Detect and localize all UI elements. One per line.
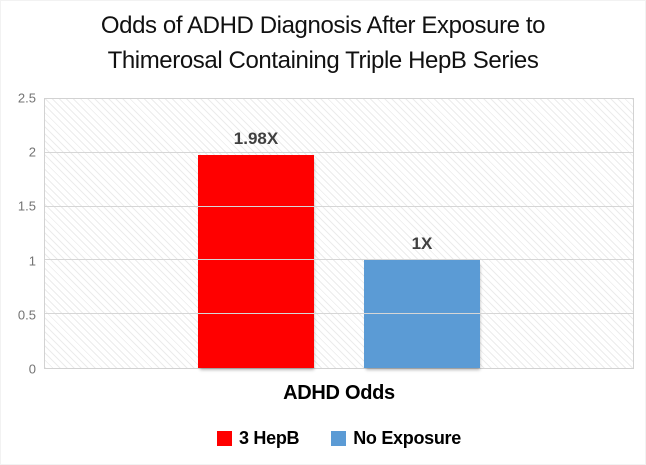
y-tick-label: 0.5 <box>17 307 36 323</box>
chart-title-line1: Odds of ADHD Diagnosis After Exposure to <box>100 12 546 39</box>
y-tick-label: 2 <box>28 144 36 160</box>
y-tick-label: 1 <box>28 253 36 269</box>
gridline <box>45 205 633 207</box>
data-label-3hepb: 1.98X <box>233 128 279 148</box>
y-tick-label: 1.5 <box>17 198 36 214</box>
chart-title: Odds of ADHD Diagnosis After Exposure to… <box>1 8 645 78</box>
gridline <box>45 151 633 153</box>
x-axis-label: ADHD Odds <box>283 382 395 404</box>
legend-item-3hepb: 3 HepB <box>217 428 300 449</box>
legend-label-3hepb: 3 HepB <box>239 428 300 448</box>
chart-title-line2: Thimerosal Containing Triple HepB Series <box>107 47 539 74</box>
bar-3hepb: 1.98X <box>198 129 314 368</box>
legend-item-no-exposure: No Exposure <box>331 428 461 449</box>
legend-label-no-exposure: No Exposure <box>353 428 461 448</box>
legend-swatch-blue-icon <box>331 431 347 446</box>
gridline <box>45 313 633 315</box>
y-tick-label: 0 <box>28 361 36 377</box>
plot-area: 1.98X 1X <box>44 98 634 369</box>
gridline <box>45 259 633 261</box>
legend: 3 HepB No Exposure <box>44 428 634 449</box>
bar-no-exposure: 1X <box>364 234 480 368</box>
y-axis: 0 0.5 1 1.5 2 2.5 <box>1 92 36 376</box>
y-tick-label: 2.5 <box>17 90 36 106</box>
data-label-no-exposure: 1X <box>411 234 433 254</box>
legend-swatch-red-icon <box>217 431 233 446</box>
